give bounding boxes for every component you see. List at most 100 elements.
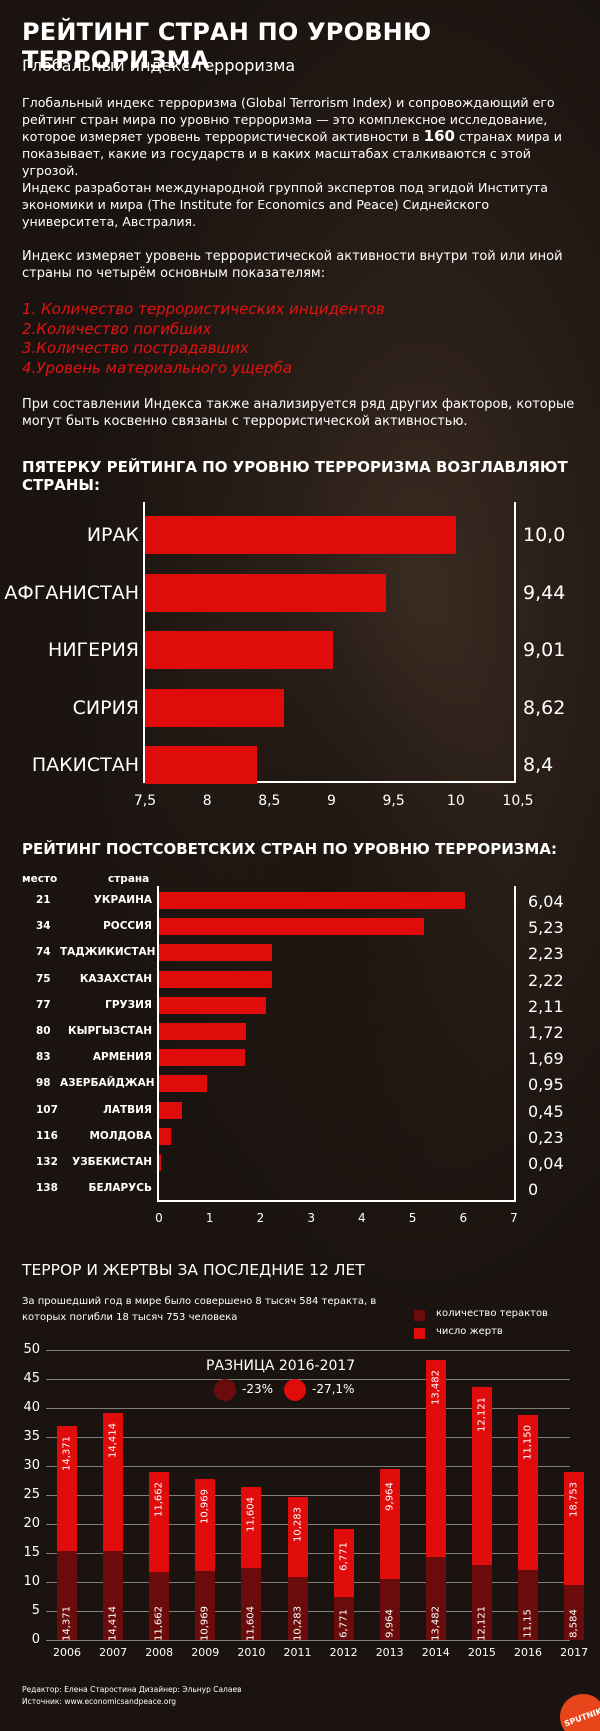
chart2-x-tick: 6 [459,1211,468,1225]
chart2-x-tick: 3 [307,1211,315,1225]
chart1-value-label: 9,44 [523,581,566,604]
intro-paragraph-4: При составлении Индекса также анализируе… [22,397,575,429]
chart3-attacks-bar [287,1576,308,1640]
chart1-country-label: ИРАК [86,524,139,546]
chart2-rank-label: 77 [36,998,51,1011]
chart2-value-label: 0,95 [528,1075,564,1095]
intro-paragraph-2: Индекс разработан международной группой … [22,180,548,229]
chart2-value-label: 0 [528,1180,539,1200]
terror-victims-chart: 0 5 10 15 20 25 30 35 40 45 50 2006 14,371 14,371 2007… [23,1342,589,1659]
chart1-x-tick: 7,5 [133,793,157,809]
chart3-victims-label: 10,283 [292,1506,303,1542]
intro-text-after: странах мира и показывает, какие из госу… [22,129,562,178]
chart3-gridline [46,1437,570,1438]
chart3-attacks-label: 10,969 [199,1606,211,1641]
chart1-y-axis [143,502,145,782]
intro-text-before: Глобальный индекс терроризма (Global Ter… [22,95,555,144]
chart3-gridline [46,1640,570,1641]
chart2-rank-label: 83 [36,1051,51,1064]
chart3-gridline [46,1553,570,1554]
chart3-x-tick: 2017 [560,1646,589,1659]
chart1-right-axis [514,502,516,782]
chart1-x-tick: 8 [202,793,212,809]
diff-attacks: -23% [242,1382,274,1396]
chart2-title: РЕЙТИНГ ПОСТСОВЕТСКИХ СТРАН ПО УРОВНЮ ТЕ… [22,840,557,858]
chart3-attacks-bar [471,1565,492,1640]
chart2-bar [159,892,466,909]
chart3-x-tick: 2009 [191,1646,220,1659]
chart3-x-tick: 2011 [283,1646,312,1659]
chart1-bar [145,631,333,669]
chart2-value-label: 1,72 [528,1023,564,1042]
chart3-victims-label: 11,150 [522,1424,534,1460]
chart1-bar [145,573,387,612]
chart3-victims-label: 12,121 [476,1396,488,1432]
chart2-y-axis [157,886,159,1202]
chart2-value-label: 5,23 [528,918,564,938]
chart1-x-tick: 10 [446,793,465,809]
chart2-bar [159,1154,162,1171]
chart3-attacks-bar [564,1584,585,1640]
chart3-gridline [46,1379,570,1380]
credits: Редактор: Елена Старостина Дизайнер: Эль… [22,1684,242,1708]
chart1-x-axis [143,781,516,783]
chart3-attacks-label: 9,964 [384,1609,396,1638]
indicator-list: 1. Количество террористических инциденто… [22,300,385,378]
chart3-victims-label: 14,371 [61,1435,73,1471]
chart2-value-label: 2,11 [528,996,564,1016]
chart3-victims-label: 14,414 [107,1423,119,1459]
intro-paragraph-3: Индекс измеряет уровень террористической… [22,249,563,281]
chart1-value-label: 9,01 [523,639,566,661]
chart2-country-label: АЗЕРБАЙДЖАН [60,1077,155,1090]
chart2-value-label: 1,69 [528,1049,564,1069]
chart3-x-tick: 2006 [53,1646,81,1659]
chart3-y-tick: 50 [23,1342,40,1357]
chart3-y-tick: 30 [23,1458,40,1473]
chart3-victims-label: 11,662 [153,1481,165,1517]
chart3-victims-label: 18,753 [568,1481,580,1517]
chart3-attacks-bar [149,1572,170,1640]
chart3-attacks-label: 11,604 [245,1606,257,1641]
chart2-value-label: 6,04 [528,892,564,911]
chart3-y-tick: 20 [23,1516,40,1531]
chart2-country-label: АРМЕНИЯ [92,1051,152,1064]
chart3-attacks-bar [57,1551,77,1640]
chart3-victims-label: 9,964 [384,1482,396,1512]
chart2-country-label: ТАДЖИКИСТАН [60,946,156,959]
chart2-x-tick: 0 [155,1211,163,1225]
chart2-bar [159,1023,247,1040]
chart3-x-tick: 2016 [514,1646,542,1659]
chart1-x-tick: 9 [327,793,336,809]
chart2-country-label: УЗБЕКИСТАН [72,1156,152,1168]
credits-source: Источник: www.economicsandpeace.org [22,1697,177,1706]
chart3-attacks-bar [518,1570,538,1640]
chart2-bar [159,970,272,988]
chart3-x-tick: 2008 [145,1646,174,1659]
chart2-country-label: КАЗАХСТАН [79,972,152,985]
chart1-country-label: НИГЕРИЯ [48,639,139,661]
chart3-gridline [46,1350,570,1351]
chart1-country-label: СИРИЯ [72,696,139,719]
indicator-item: 3.Количество пострадавших [22,339,249,357]
chart2-bar [159,1075,208,1093]
legend-label-attacks: количество терактов [436,1308,548,1319]
indicator-item: 1. Количество террористических инциденто… [22,300,385,318]
chart3-y-tick: 45 [23,1371,40,1386]
chart3-x-tick: 2014 [421,1646,450,1659]
chart1-country-label: ПАКИСТАН [31,754,139,776]
chart3-attacks-label: 14,414 [107,1606,119,1641]
chart3-y-tick: 25 [23,1487,40,1502]
chart2-country-label: ГРУЗИЯ [105,998,152,1011]
col-header-country: страна [108,873,150,885]
chart3-victims-label: 11,604 [245,1496,257,1532]
top5-chart: ИРАК 10,0 АФГАНИСТАН 9,44 НИГЕРИЯ 9,01 СИРИЯ 8,… [0,0,600,820]
chart2-value-label: 0,04 [528,1154,564,1173]
chart3-x-tick: 2007 [99,1646,128,1659]
chart1-bar [145,746,257,784]
chart3-attacks-label: 14,371 [61,1606,73,1641]
chart3-attacks-label: 12,121 [476,1606,488,1641]
chart2-bar [159,944,273,962]
chart2-bar [159,996,266,1014]
chart3-subtitle: За прошедший год в мире было совершено 8… [22,1296,377,1323]
chart2-rank-label: 75 [36,972,51,985]
